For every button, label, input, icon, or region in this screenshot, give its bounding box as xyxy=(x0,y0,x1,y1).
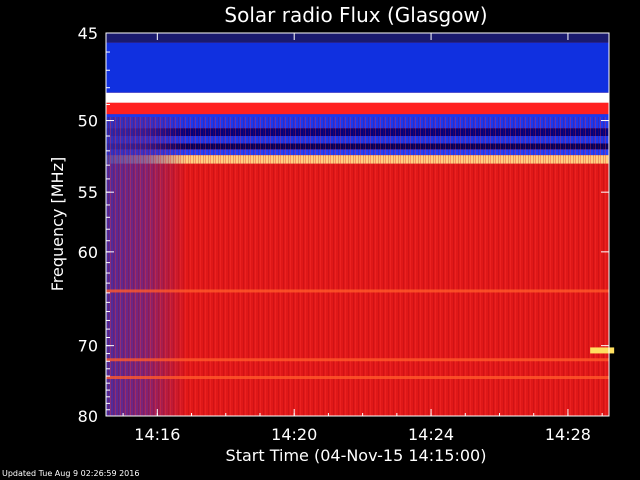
chart-title: Solar radio Flux (Glasgow) xyxy=(224,3,487,27)
plot-area xyxy=(105,32,615,417)
hot-lines xyxy=(106,289,609,380)
y-tick-label: 70 xyxy=(78,337,98,356)
frequency-band xyxy=(106,102,609,115)
frequency-band xyxy=(106,42,609,93)
x-tick-label: 14:20 xyxy=(271,425,317,444)
hot-line xyxy=(106,376,609,380)
y-tick-label: 60 xyxy=(78,243,98,262)
y-axis-label: Frequency [MHz] xyxy=(48,157,67,291)
hot-spots xyxy=(590,347,615,354)
time-streaks xyxy=(106,117,609,416)
plot-frame xyxy=(105,32,610,417)
y-tick-label: 55 xyxy=(78,183,98,202)
x-tick-label: 14:16 xyxy=(134,425,180,444)
hot-line xyxy=(106,358,609,362)
hot-line xyxy=(106,289,609,293)
y-tick-label: 50 xyxy=(78,112,98,131)
x-axis: 14:16 14:20 14:24 14:28 xyxy=(122,33,603,444)
y-axis: 45 50 55 60 70 80 xyxy=(78,24,609,426)
x-tick-label: 14:24 xyxy=(408,425,454,444)
frequency-band xyxy=(106,92,609,103)
x-tick-label: 14:28 xyxy=(545,425,591,444)
hot-spot xyxy=(590,347,615,354)
y-tick-label: 80 xyxy=(78,407,98,426)
update-timestamp: Updated Tue Aug 9 02:26:59 2016 xyxy=(2,469,140,478)
x-axis-label: Start Time (04-Nov-15 14:15:00) xyxy=(226,446,487,465)
frequency-band xyxy=(106,33,609,43)
y-tick-label: 45 xyxy=(78,24,98,43)
